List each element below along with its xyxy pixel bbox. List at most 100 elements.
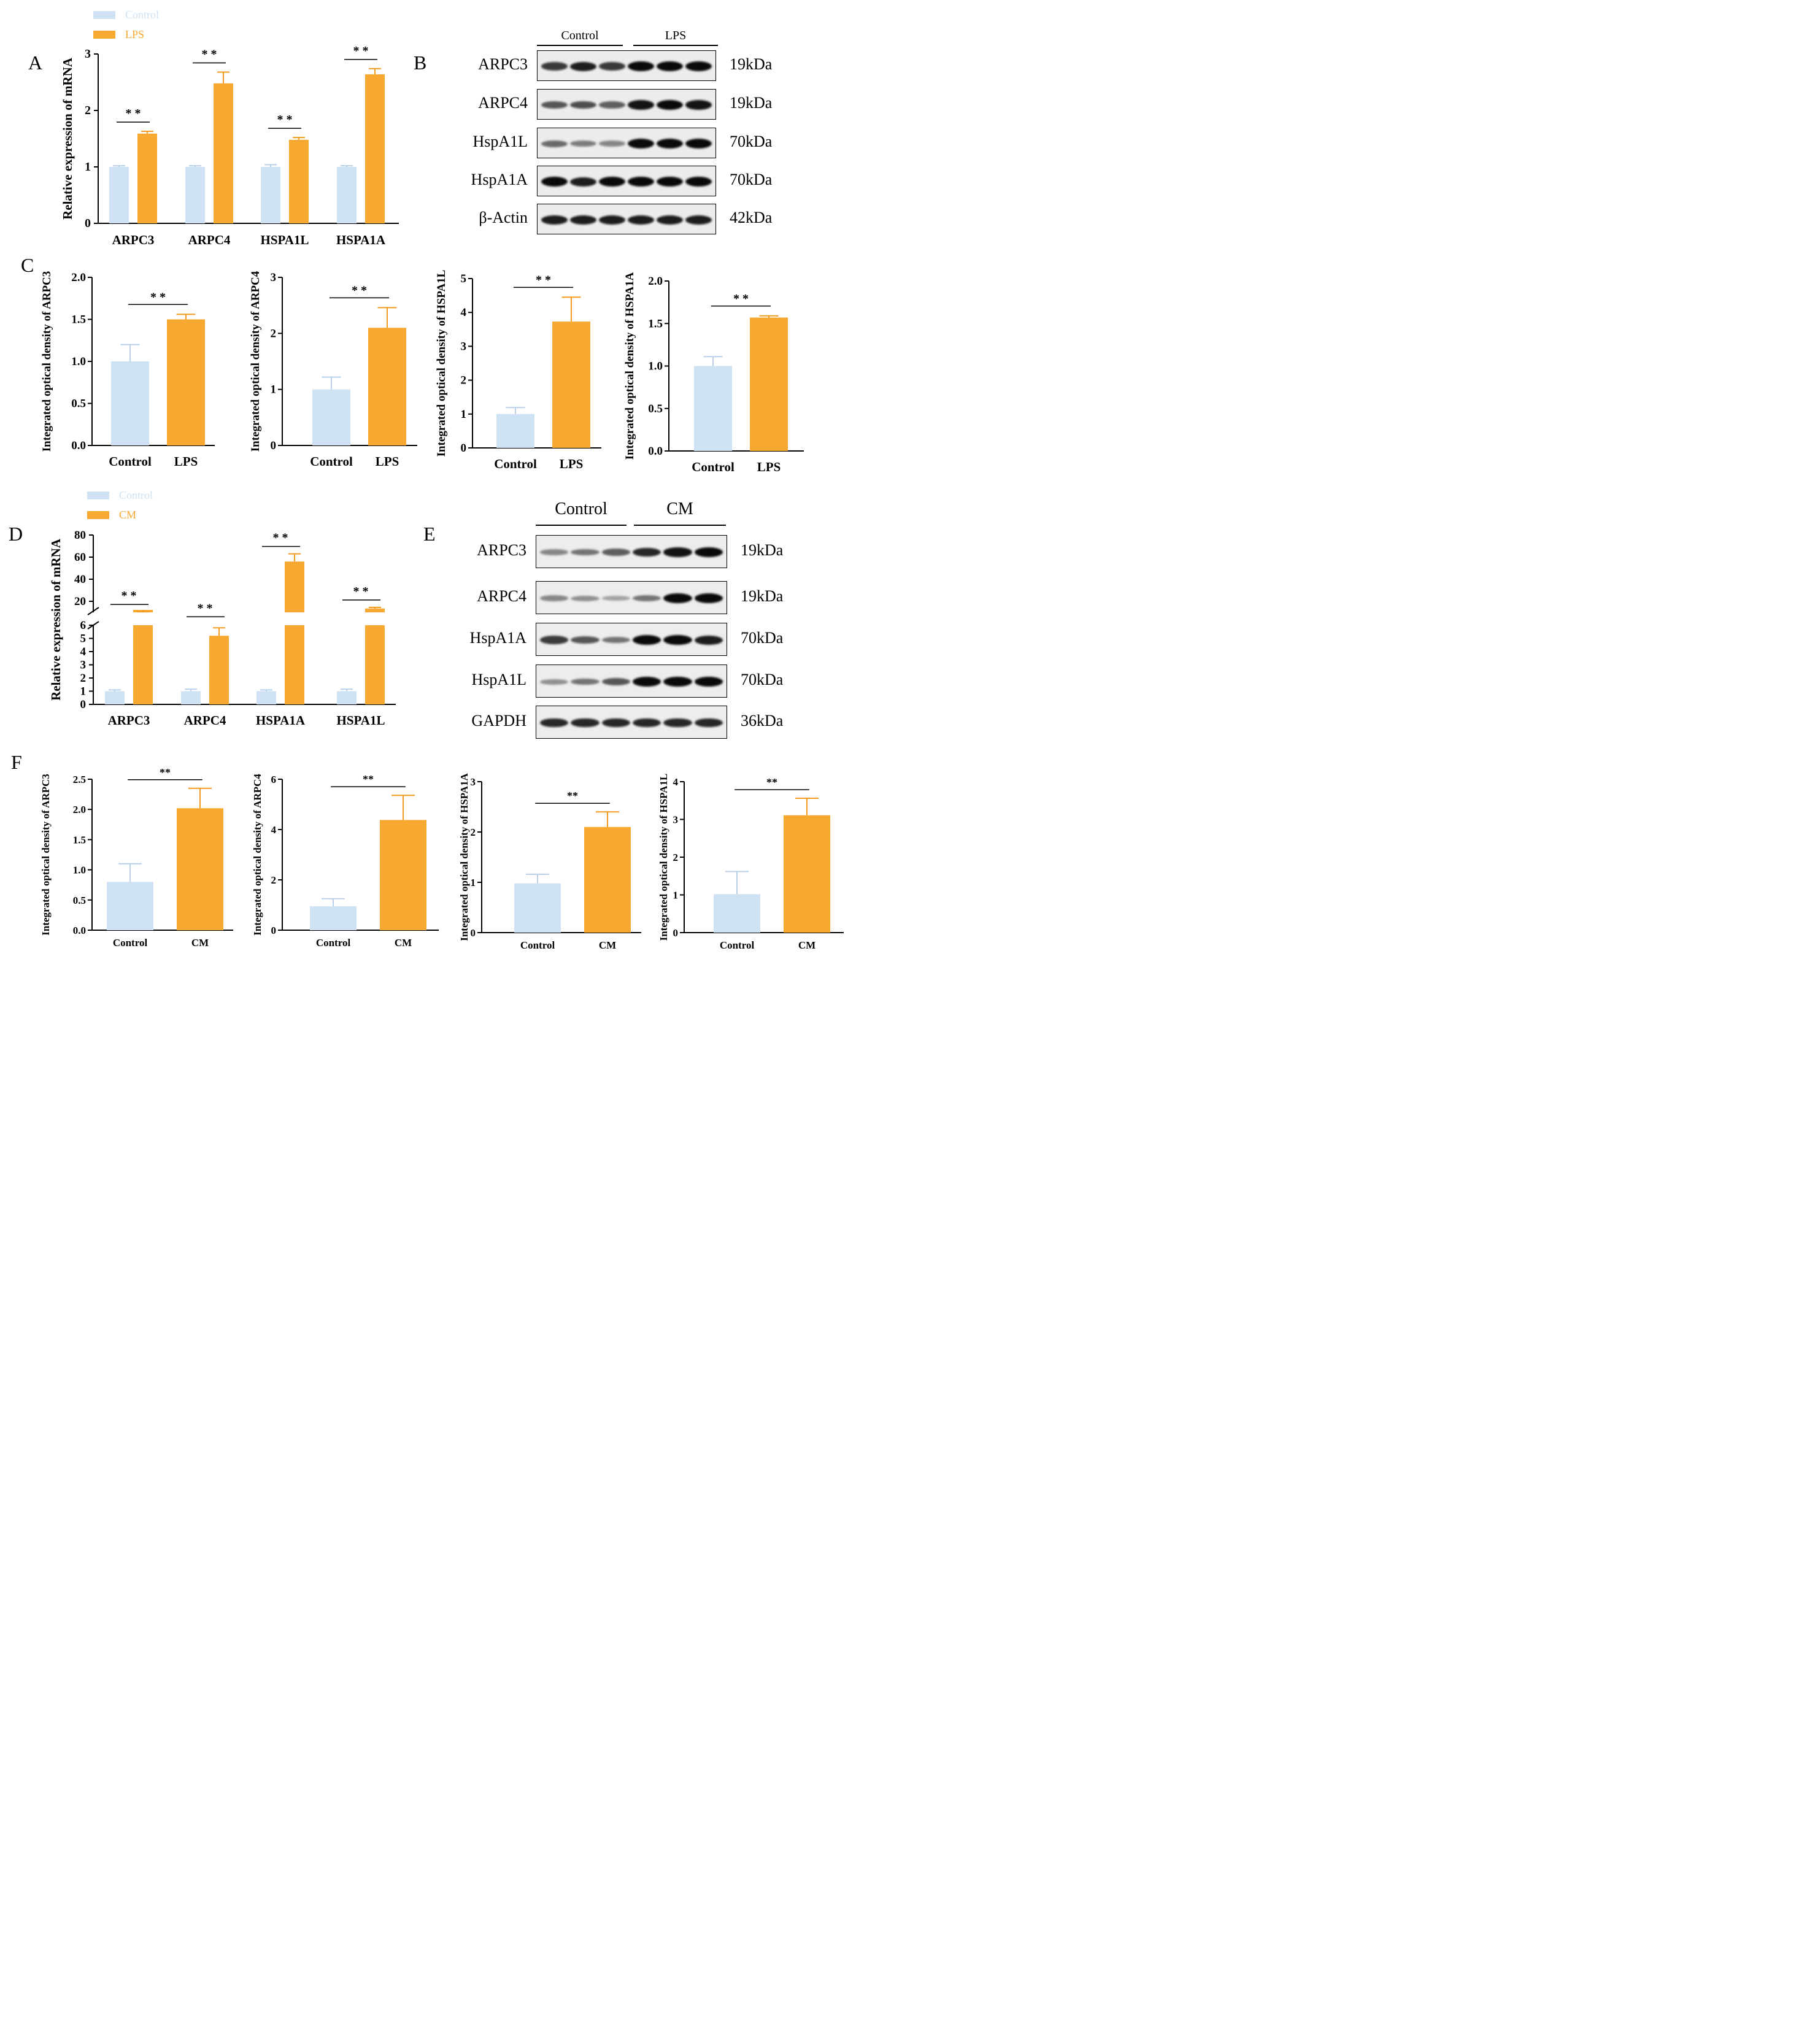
- chart-a-mrna-lps: Relative expression of mRNA 0 1 2 3 * * ARPC3 *…: [60, 44, 399, 247]
- y-tick-label: 2: [673, 852, 679, 863]
- bar-lps: [750, 317, 788, 451]
- blot-band: [694, 593, 723, 603]
- y-tick-label: 6: [80, 619, 87, 632]
- blot-strip: [536, 535, 727, 568]
- blot-band: [694, 718, 723, 728]
- chart-f-hspa1a: Integrated optical density of HSPA1A 0 1 2 3…: [458, 772, 641, 951]
- blot-band: [663, 677, 692, 687]
- chart-c-arpc3: Integrated optical density of ARPC3 0.0 0.…: [40, 271, 215, 469]
- blot-protein-label: β-Actin: [479, 209, 528, 226]
- x-tick-label: ARPC4: [184, 713, 226, 728]
- y-tick-label: 2.5: [73, 774, 86, 785]
- blot-strip: [537, 166, 716, 196]
- bar-control: [111, 361, 149, 445]
- blot-kda-label: 19kDa: [730, 94, 773, 112]
- y-tick-label: 2: [85, 104, 91, 117]
- y-tick-label: 3: [271, 271, 277, 284]
- bar-lps: [137, 133, 157, 223]
- significance-marker: **: [766, 776, 777, 788]
- y-tick-label: 80: [74, 529, 86, 542]
- bar-lps: [368, 328, 406, 445]
- blot-band: [657, 139, 683, 148]
- bar-control: [337, 167, 357, 223]
- y-axis-label: Integrated optical density of HSPA1A: [458, 772, 470, 941]
- y-tick-label: 0: [471, 927, 476, 939]
- y-tick-label: 0.0: [648, 445, 663, 458]
- blot-strip: [537, 204, 716, 234]
- y-tick-label: 0: [85, 217, 91, 230]
- y-tick-label: 0: [80, 698, 87, 711]
- significance-marker: * *: [126, 107, 141, 120]
- bar-control: [261, 167, 280, 223]
- blot-band: [541, 62, 568, 71]
- blot-kda-label: 70kDa: [741, 671, 784, 688]
- bar-control: [312, 389, 350, 445]
- blot-band: [685, 139, 712, 148]
- blot-band: [657, 61, 683, 71]
- y-tick-label: 3: [461, 340, 467, 353]
- blot-band: [628, 100, 654, 110]
- y-axis-label: Relative expression of mRNA: [48, 538, 63, 701]
- panel-letter-b: B: [414, 52, 427, 74]
- legend-swatch-cm: [87, 510, 109, 519]
- x-tick-label: CM: [798, 939, 816, 951]
- y-tick-label: 0: [461, 442, 467, 455]
- y-axis-label: Relative expression of mRNA: [60, 57, 75, 220]
- blot-band: [540, 718, 569, 728]
- x-tick-label: Control: [310, 454, 353, 469]
- bar-cm-upper: [365, 608, 385, 612]
- x-tick-label: Control: [720, 939, 755, 951]
- legend-label-control: Control: [119, 488, 153, 501]
- bar-control: [714, 894, 760, 933]
- blot-band: [599, 101, 625, 109]
- blot-group-line: [633, 45, 718, 46]
- blot-group-label: Control: [555, 499, 607, 518]
- bar-cm-lower: [133, 625, 153, 704]
- blot-strip: [536, 581, 727, 614]
- bar-lps: [365, 74, 385, 223]
- blot-band: [663, 635, 692, 645]
- x-tick-label: CM: [599, 939, 616, 951]
- blot-band: [628, 139, 654, 148]
- bar-cm-upper: [285, 561, 304, 612]
- blot-band: [540, 679, 569, 685]
- blot-kda-label: 19kDa: [730, 55, 773, 73]
- blot-band: [694, 635, 723, 645]
- x-tick-label: HSPA1L: [261, 233, 309, 247]
- chart-c-hspa1a: Integrated optical density of HSPA1A 0.0 0…: [623, 272, 804, 474]
- bar-cm: [784, 815, 830, 933]
- y-tick-label: 2: [271, 327, 277, 340]
- y-tick-label: 3: [85, 47, 91, 61]
- blot-band: [601, 549, 630, 556]
- legend-label-lps: LPS: [125, 28, 145, 40]
- blot-band: [628, 177, 654, 187]
- y-tick-label: 1.5: [73, 834, 86, 845]
- x-tick-label: ARPC3: [112, 233, 155, 247]
- blot-band: [657, 177, 683, 187]
- blot-band: [633, 635, 661, 645]
- blot-band: [570, 215, 596, 225]
- y-tick-label: 1.0: [73, 865, 86, 876]
- chart-f-arpc4: Integrated optical density of ARPC4 0 2 4 6 C…: [252, 773, 439, 949]
- blot-protein-label: HspA1A: [471, 171, 528, 188]
- significance-marker: * *: [353, 44, 369, 58]
- x-tick-label: Control: [109, 454, 152, 469]
- y-tick-label: 5: [80, 633, 87, 645]
- bar-control: [514, 883, 561, 933]
- chart-c-hspa1l: Integrated optical density of HSPA1L 0 1 2 3…: [435, 270, 601, 471]
- panel-letter-e: E: [423, 523, 436, 545]
- blot-band: [570, 101, 596, 109]
- y-tick-label: 4: [80, 645, 87, 658]
- y-tick-label: 0: [673, 927, 679, 939]
- x-tick-label: Control: [692, 460, 735, 474]
- chart-c-arpc4: Integrated optical density of ARPC4 0 1 2 3 C…: [249, 271, 417, 469]
- y-tick-label: 3: [80, 659, 87, 672]
- x-tick-label: LPS: [376, 454, 399, 469]
- panel-letter-d: D: [9, 523, 23, 545]
- significance-marker: * *: [353, 585, 369, 598]
- y-tick-label: 1.0: [71, 355, 86, 368]
- significance-marker: **: [160, 766, 171, 779]
- blot-band: [599, 62, 625, 71]
- blot-kda-label: 19kDa: [741, 541, 784, 559]
